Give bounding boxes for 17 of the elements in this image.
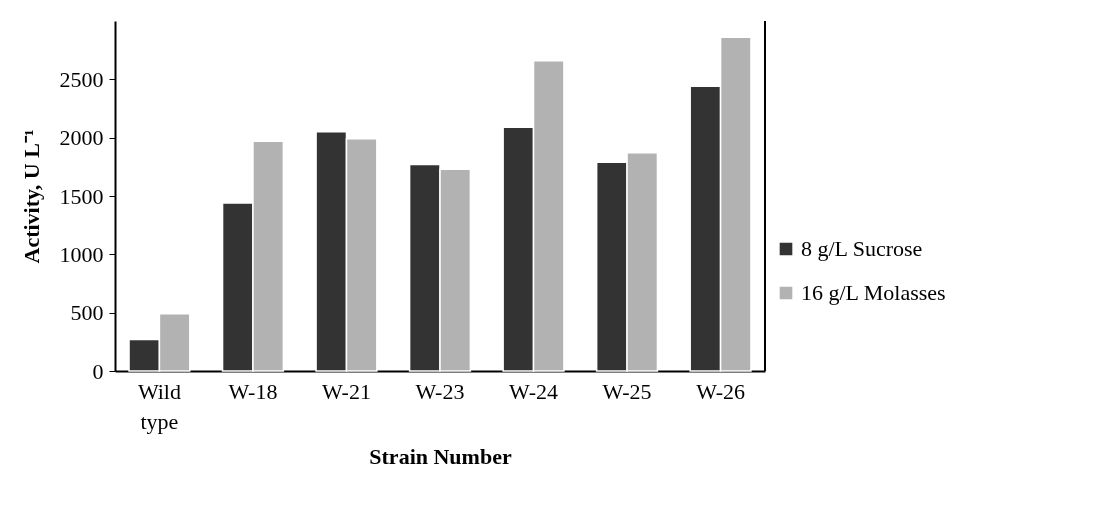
legend-label: 16 g/L Molasses xyxy=(801,280,946,305)
x-tick-label: W-25 xyxy=(602,378,652,404)
y-tick-label: 2500 xyxy=(59,66,104,92)
legend-label: 8 g/L Sucrose xyxy=(801,236,923,261)
x-tick-label: W-21 xyxy=(322,378,371,404)
x-tick-label: W-18 xyxy=(228,378,278,404)
y-tick-label: 2000 xyxy=(59,125,104,151)
x-axis-title: Strain Number xyxy=(369,443,512,469)
y-axis-title: Activity, U L⁻¹ xyxy=(18,129,44,264)
y-tick-label: 0 xyxy=(92,358,104,384)
y-tick-label: 500 xyxy=(70,300,104,326)
y-tick-label: 1000 xyxy=(59,241,104,267)
x-tick-label: Wild type xyxy=(137,378,181,434)
x-tick-label: W-24 xyxy=(509,378,558,404)
x-tick-label: W-26 xyxy=(696,378,746,404)
x-tick-label: W-23 xyxy=(415,378,465,404)
y-tick-label: 1500 xyxy=(59,183,104,209)
